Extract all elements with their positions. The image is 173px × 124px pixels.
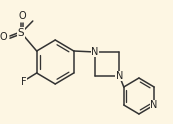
Text: S: S [18,28,24,38]
Text: N: N [92,47,99,57]
Text: N: N [150,100,158,110]
Text: N: N [116,71,123,81]
Text: O: O [18,11,26,21]
Text: O: O [0,32,7,42]
Text: F: F [21,77,27,87]
